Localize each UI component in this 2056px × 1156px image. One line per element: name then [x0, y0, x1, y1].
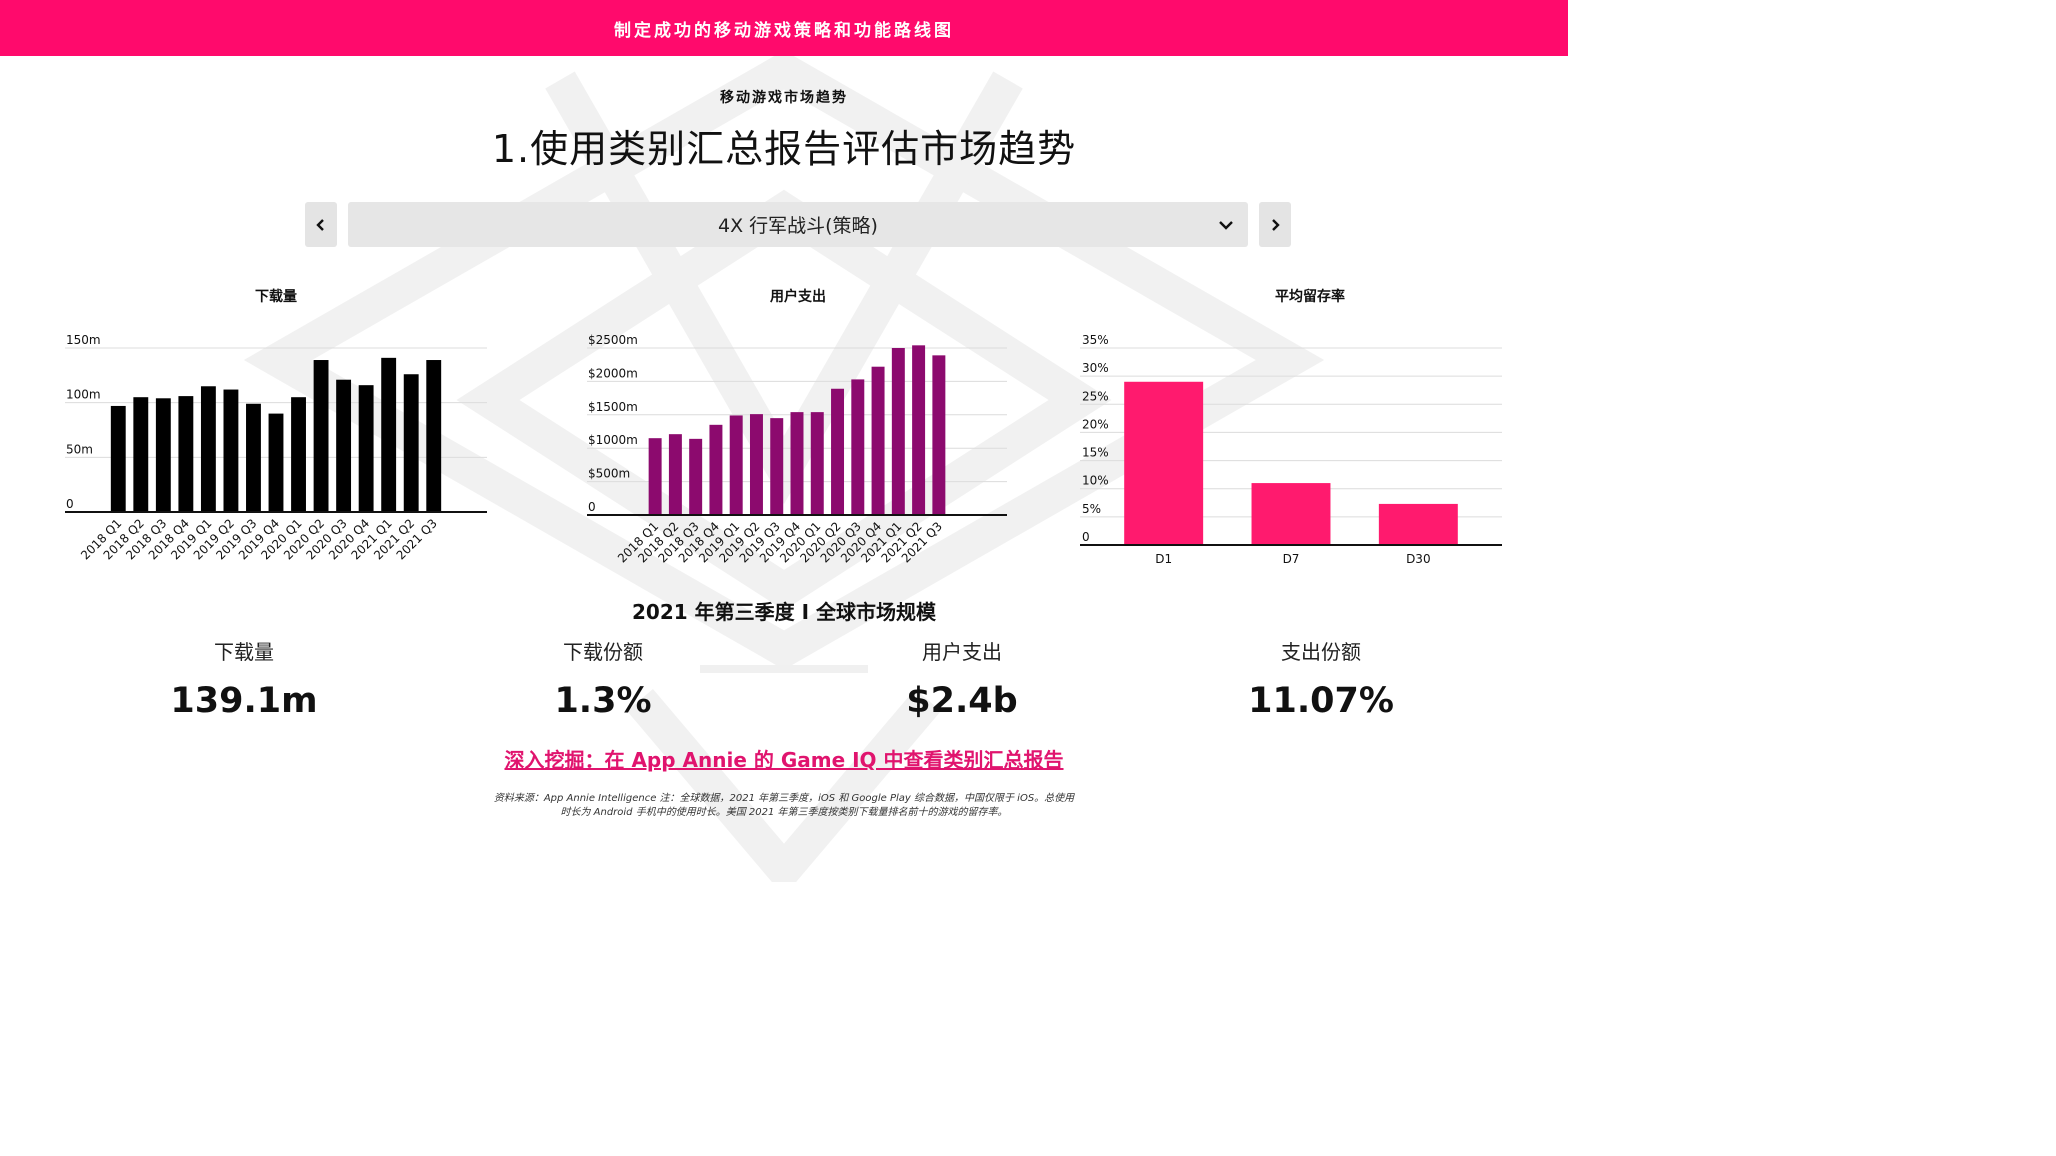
bar — [851, 379, 865, 515]
bar — [1124, 381, 1204, 545]
category-dropdown[interactable]: 4X 行军战斗(策略) — [348, 202, 1248, 247]
bar — [133, 397, 149, 512]
metric-value: 1.3% — [554, 681, 652, 721]
metric-spend-share: 支出份额 11.07% — [1191, 636, 1451, 721]
metrics-title: 2021 年第三季度 I 全球市场规模 — [632, 600, 936, 624]
chevron-left-icon — [316, 218, 324, 231]
section-label: 移动游戏市场趋势 — [720, 90, 848, 106]
bar — [358, 385, 374, 512]
retention-chart-title: 平均留存率 — [1275, 289, 1345, 305]
metric-label: 下载量 — [214, 640, 274, 664]
retention-bar-chart: 0 5% 10% 15% 20% 25% 30% 35% D1 D7 D30 — [1080, 333, 1502, 566]
x-tick-label: D1 — [1155, 552, 1172, 566]
bar — [336, 379, 352, 512]
bar — [648, 438, 662, 515]
y-tick-label: 50m — [66, 442, 93, 456]
y-tick-label: $1000m — [588, 433, 638, 447]
bar — [155, 398, 171, 512]
deep-link-container: 深入挖掘：在 App Annie 的 Game IQ 中查看类别汇总报告 — [0, 744, 1568, 773]
bar — [291, 397, 306, 512]
y-tick-label: $2000m — [588, 366, 638, 380]
y-tick-label: 0 — [588, 500, 596, 514]
bar — [223, 389, 239, 512]
downloads-chart-title: 下载量 — [255, 289, 297, 305]
page-title: 1.使用类别汇总报告评估市场趋势 — [491, 127, 1077, 171]
y-tick-label: 10% — [1082, 474, 1109, 488]
y-tick-label: 150m — [66, 333, 101, 347]
bar — [689, 438, 703, 515]
bar — [912, 345, 926, 515]
bar — [381, 357, 397, 512]
metric-value: $2.4b — [906, 681, 1018, 721]
bar — [810, 412, 824, 515]
footnote-line: 时长为 Android 手机中的使用时长。美国 2021 年第三季度按类别下载量… — [560, 807, 1008, 818]
top-banner: 制定成功的移动游戏策略和功能路线图 — [0, 0, 1568, 56]
spend-chart-title: 用户支出 — [770, 289, 826, 305]
chevron-down-icon — [1219, 221, 1233, 230]
bar — [932, 355, 946, 515]
bar — [178, 396, 194, 512]
bar — [668, 434, 682, 515]
bar — [110, 405, 126, 512]
next-category-button[interactable] — [1259, 202, 1291, 247]
metric-download-share: 下载份额 1.3% — [473, 636, 733, 721]
metric-value: 11.07% — [1248, 681, 1394, 721]
y-tick-label: $500m — [588, 467, 630, 481]
x-tick-label: D30 — [1406, 552, 1431, 566]
bar — [891, 348, 905, 515]
source-footnote: 资料来源：App Annie Intelligence 注：全球数据，2021 … — [434, 792, 1134, 820]
bar — [871, 366, 885, 515]
bar — [426, 360, 442, 512]
bar — [403, 374, 419, 512]
bar — [268, 413, 284, 512]
y-tick-label: 30% — [1082, 361, 1109, 375]
y-tick-label: 0 — [1082, 530, 1090, 544]
y-tick-label: 20% — [1082, 417, 1109, 431]
footnote-line: 资料来源：App Annie Intelligence 注：全球数据，2021 … — [493, 793, 1075, 804]
metric-label: 用户支出 — [922, 640, 1002, 664]
y-tick-label: 100m — [66, 388, 101, 402]
metric-value: 139.1m — [170, 681, 318, 721]
category-dropdown-value: 4X 行军战斗(策略) — [718, 215, 878, 237]
chevron-right-icon — [1272, 218, 1280, 231]
bar — [200, 386, 216, 512]
y-tick-label: $1500m — [588, 400, 638, 414]
bar — [770, 418, 784, 515]
bar — [313, 360, 329, 512]
y-tick-label: 25% — [1082, 389, 1109, 403]
bar — [246, 403, 261, 512]
banner-text: 制定成功的移动游戏策略和功能路线图 — [614, 20, 954, 41]
bar — [749, 414, 763, 515]
metric-downloads: 下载量 139.1m — [114, 636, 374, 721]
metric-label: 支出份额 — [1281, 640, 1361, 664]
game-iq-report-link[interactable]: 深入挖掘：在 App Annie 的 Game IQ 中查看类别汇总报告 — [504, 748, 1064, 772]
bar — [729, 415, 743, 515]
metric-label: 下载份额 — [563, 640, 643, 664]
bar — [709, 424, 723, 515]
bar — [1251, 483, 1331, 545]
prev-category-button[interactable] — [305, 202, 337, 247]
metric-user-spend: 用户支出 $2.4b — [832, 636, 1092, 721]
x-tick-label: D7 — [1283, 552, 1300, 566]
y-tick-label: 35% — [1082, 333, 1109, 347]
y-tick-label: $2500m — [588, 333, 638, 347]
bar — [790, 412, 804, 515]
bar — [1378, 503, 1458, 545]
y-tick-label: 15% — [1082, 446, 1109, 460]
y-tick-label: 0 — [66, 497, 74, 511]
y-tick-label: 5% — [1082, 502, 1101, 516]
bar — [831, 388, 845, 515]
